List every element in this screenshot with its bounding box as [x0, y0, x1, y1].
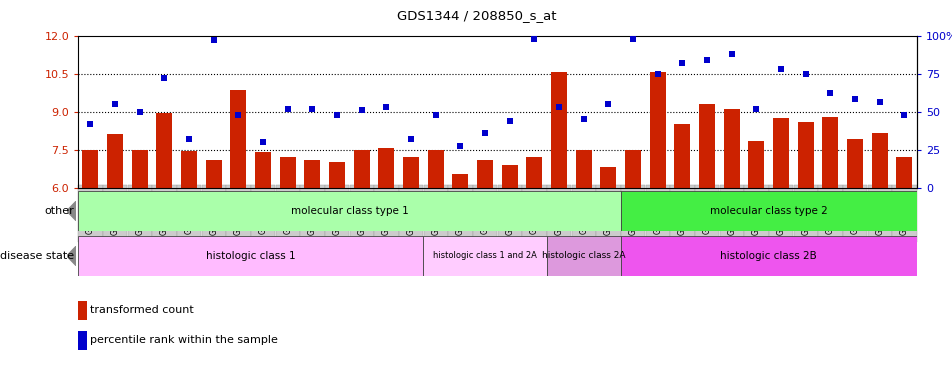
Point	[846, 96, 862, 102]
Point	[305, 105, 320, 111]
Point	[576, 116, 591, 122]
Bar	[772, 118, 788, 188]
Point	[157, 75, 172, 81]
Point	[798, 70, 813, 76]
Bar	[550, 72, 566, 188]
Bar	[156, 113, 172, 188]
Point	[724, 51, 739, 57]
Point	[748, 105, 764, 111]
Text: disease state: disease state	[0, 251, 74, 261]
Text: percentile rank within the sample: percentile rank within the sample	[90, 335, 278, 345]
Bar	[403, 157, 419, 188]
Point	[477, 130, 492, 136]
Point	[526, 36, 542, 42]
Point	[280, 105, 295, 111]
Bar	[378, 148, 394, 188]
Point	[896, 112, 911, 118]
Bar	[846, 140, 863, 188]
Bar	[181, 151, 197, 188]
Point	[181, 136, 196, 142]
Text: GDS1344 / 208850_s_at: GDS1344 / 208850_s_at	[396, 9, 556, 22]
Bar	[477, 160, 492, 188]
Point	[551, 104, 566, 110]
Text: molecular class type 2: molecular class type 2	[709, 206, 826, 216]
Bar	[600, 167, 616, 188]
Polygon shape	[67, 201, 76, 221]
Bar	[502, 165, 517, 188]
Bar	[896, 157, 911, 188]
Point	[427, 112, 443, 118]
Bar	[452, 174, 468, 188]
Bar	[620, 191, 916, 231]
Bar	[206, 160, 222, 188]
Point	[822, 90, 837, 96]
Point	[452, 144, 467, 150]
Bar	[230, 90, 247, 188]
Bar	[546, 236, 620, 276]
Bar	[427, 150, 444, 188]
Point	[600, 101, 615, 107]
Bar	[649, 72, 665, 188]
Point	[625, 36, 640, 42]
Text: molecular class type 1: molecular class type 1	[290, 206, 407, 216]
Bar	[699, 104, 714, 188]
Bar	[674, 124, 690, 188]
Bar	[625, 150, 641, 188]
Bar	[304, 160, 320, 188]
Point	[83, 121, 98, 127]
Point	[871, 99, 886, 105]
Bar	[78, 301, 87, 320]
Bar	[83, 150, 98, 188]
Polygon shape	[67, 246, 76, 266]
Bar	[526, 157, 542, 188]
Point	[699, 57, 714, 63]
Bar	[78, 236, 423, 276]
Bar	[328, 162, 345, 188]
Text: other: other	[45, 206, 74, 216]
Bar	[723, 109, 739, 188]
Text: histologic class 1: histologic class 1	[206, 251, 295, 261]
Bar	[620, 236, 916, 276]
Point	[403, 136, 418, 142]
Text: histologic class 2A: histologic class 2A	[542, 251, 625, 260]
Point	[255, 139, 270, 145]
Point	[502, 118, 517, 124]
Bar	[423, 236, 546, 276]
Bar	[353, 150, 369, 188]
Point	[773, 66, 788, 72]
Bar	[747, 141, 764, 188]
Point	[132, 109, 148, 115]
Text: histologic class 1 and 2A: histologic class 1 and 2A	[433, 251, 537, 260]
Bar	[78, 191, 620, 231]
Bar	[255, 152, 271, 188]
Point	[379, 104, 394, 110]
Point	[354, 107, 369, 113]
Point	[649, 70, 664, 76]
Bar	[280, 157, 295, 188]
Text: transformed count: transformed count	[90, 305, 194, 315]
Bar	[797, 122, 813, 188]
Bar	[822, 117, 838, 188]
Point	[329, 112, 345, 118]
Bar	[78, 331, 87, 350]
Bar	[871, 133, 887, 188]
Bar	[131, 150, 148, 188]
Point	[230, 112, 246, 118]
Point	[206, 37, 221, 43]
Bar	[107, 134, 123, 188]
Bar	[575, 150, 591, 188]
Text: histologic class 2B: histologic class 2B	[720, 251, 816, 261]
Point	[674, 60, 689, 66]
Point	[108, 101, 123, 107]
